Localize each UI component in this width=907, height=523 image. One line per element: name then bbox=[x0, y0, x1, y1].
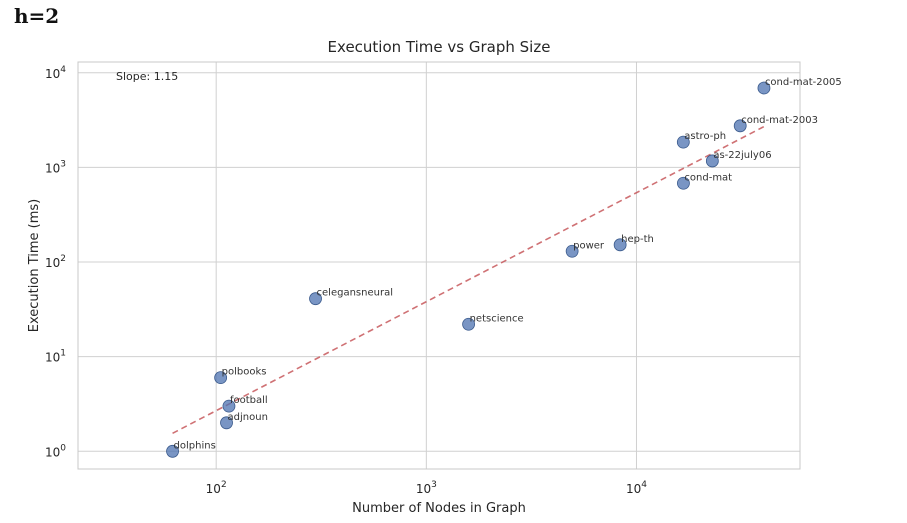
point-label-power: power bbox=[573, 240, 605, 251]
point-labels: dolphins polbooks football adjnoun celegansn… bbox=[174, 77, 842, 451]
axis-ticks: 102 103 104 100 101 102 103 104 bbox=[45, 65, 647, 496]
data-point-football bbox=[222, 399, 236, 413]
data-point-as-22july06 bbox=[705, 154, 719, 168]
data-point-hep-th bbox=[613, 238, 627, 252]
data-point-dolphins bbox=[166, 444, 179, 458]
data-point-netscience bbox=[462, 317, 475, 331]
point-label-adjnoun: adjnoun bbox=[228, 412, 268, 423]
point-label-dolphins: dolphins bbox=[174, 440, 216, 451]
x-tick-label: 104 bbox=[626, 480, 647, 496]
y-tick-label: 101 bbox=[45, 349, 66, 365]
point-label-netscience: netscience bbox=[470, 313, 524, 324]
data-point-cond-mat-2003 bbox=[733, 119, 747, 133]
x-tick-label: 103 bbox=[416, 480, 437, 496]
data-point-cond-mat-2005 bbox=[757, 81, 771, 95]
y-tick-label: 104 bbox=[45, 65, 66, 81]
x-tick-label: 102 bbox=[206, 480, 227, 496]
plot-frame bbox=[77, 61, 801, 470]
data-points bbox=[166, 81, 771, 458]
y-tick-label: 103 bbox=[45, 159, 66, 175]
point-label-hep-th: hep-th bbox=[621, 234, 654, 245]
point-label-celegansneural: celegansneural bbox=[317, 288, 393, 299]
grid-lines bbox=[78, 62, 800, 469]
point-label-cond-mat-2003: cond-mat-2003 bbox=[741, 115, 818, 126]
data-point-celegansneural bbox=[309, 292, 322, 306]
point-label-polbooks: polbooks bbox=[222, 367, 267, 378]
point-label-astro-ph: astro-ph bbox=[684, 131, 726, 142]
slope-annotation: Slope: 1.15 bbox=[116, 70, 178, 83]
trend-line bbox=[172, 125, 765, 434]
point-label-cond-mat-2005: cond-mat-2005 bbox=[765, 77, 842, 88]
x-axis-label: Number of Nodes in Graph bbox=[352, 501, 526, 516]
data-point-polbooks bbox=[214, 371, 228, 385]
data-point-cond-mat bbox=[677, 176, 690, 190]
plot-background bbox=[78, 62, 800, 469]
chart-title: Execution Time vs Graph Size bbox=[328, 38, 551, 56]
y-axis-label: Execution Time (ms) bbox=[27, 199, 42, 332]
data-point-adjnoun bbox=[220, 416, 233, 430]
y-tick-label: 100 bbox=[45, 443, 66, 459]
point-label-football: football bbox=[230, 395, 268, 406]
data-point-astro-ph bbox=[676, 135, 690, 149]
page-heading: h=2 bbox=[14, 4, 60, 28]
point-label-as-22july06: as-22july06 bbox=[713, 150, 771, 161]
point-label-cond-mat: cond-mat bbox=[684, 172, 732, 183]
data-point-power bbox=[565, 244, 579, 258]
y-tick-label: 102 bbox=[45, 254, 66, 270]
